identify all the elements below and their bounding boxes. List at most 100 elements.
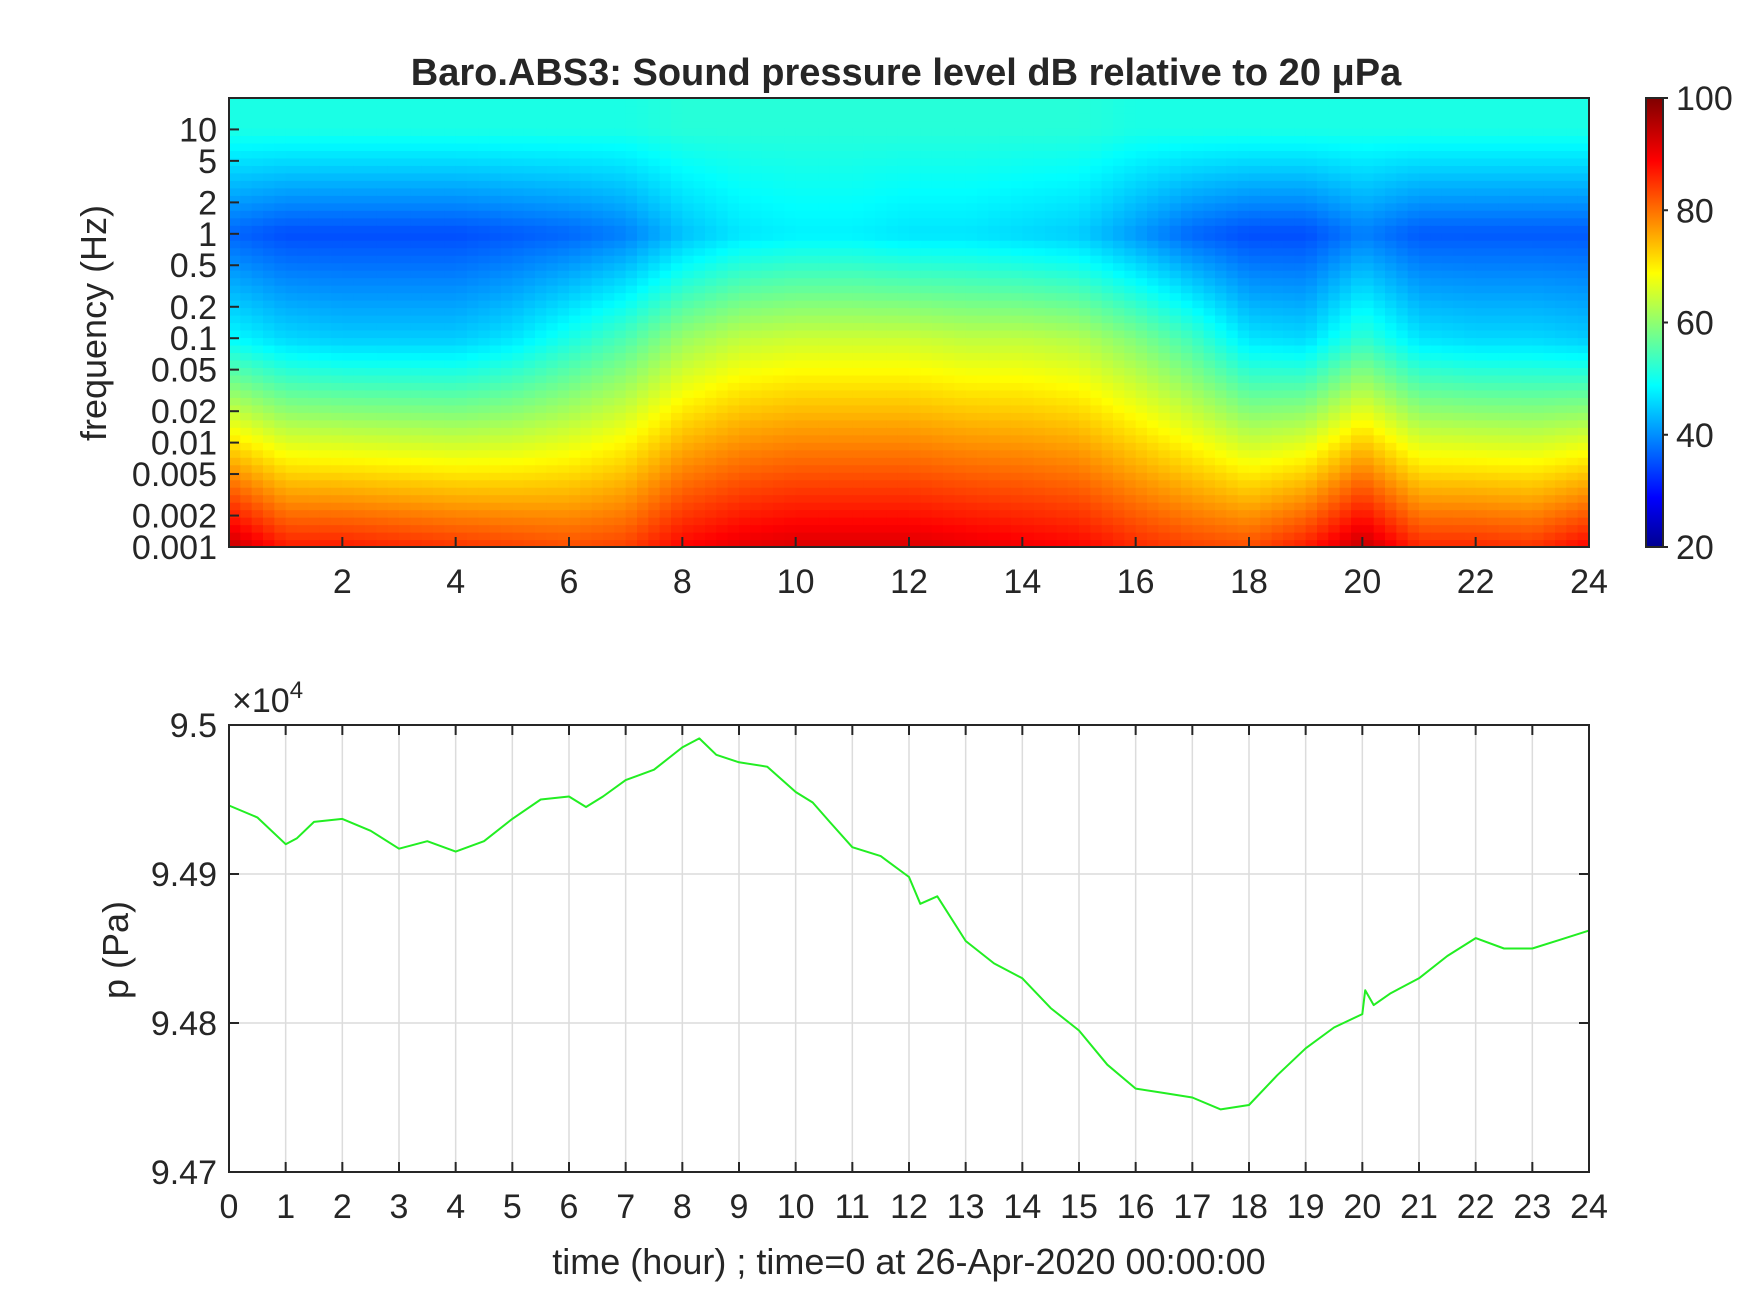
heatmap-cell: [1067, 277, 1080, 286]
heatmap-cell: [999, 315, 1012, 324]
heatmap-cell: [671, 449, 683, 458]
heatmap-cell: [342, 180, 355, 189]
heatmap-cell: [331, 210, 343, 219]
heatmap-cell: [829, 285, 842, 294]
heatmap-cell: [353, 337, 366, 346]
heatmap-cell: [886, 225, 899, 234]
heatmap-cell: [897, 434, 910, 443]
heatmap-cell: [920, 285, 933, 294]
heatmap-cell: [965, 120, 978, 129]
heatmap-cell: [421, 337, 434, 346]
heatmap-cell: [1147, 135, 1159, 144]
heatmap-cell: [931, 142, 944, 151]
heatmap-cell: [376, 397, 389, 406]
heatmap-cell: [988, 464, 1001, 473]
heatmap-cell: [1147, 307, 1159, 316]
heatmap-cell: [535, 494, 547, 503]
heatmap-cell: [523, 479, 536, 488]
heatmap-cell: [501, 404, 513, 413]
heatmap-cell: [1011, 374, 1023, 383]
heatmap-cell: [444, 285, 457, 294]
heatmap-cell: [240, 300, 253, 309]
heatmap-cell: [965, 359, 978, 368]
heatmap-cell: [1033, 434, 1046, 443]
heatmap-cell: [489, 240, 502, 249]
heatmap-cell: [1056, 344, 1069, 354]
heatmap-cell: [1045, 195, 1057, 204]
heatmap-cell: [1101, 457, 1114, 466]
heatmap-cell: [1147, 397, 1159, 406]
heatmap-cell: [523, 524, 536, 533]
heatmap-cell: [523, 232, 536, 241]
heatmap-cell: [784, 479, 797, 488]
heatmap-cell: [1067, 359, 1080, 368]
heatmap-cell: [433, 232, 445, 241]
heatmap-cell: [342, 509, 355, 518]
heatmap-cell: [580, 479, 593, 488]
heatmap-cell: [410, 172, 423, 181]
heatmap-cell: [954, 270, 967, 279]
heatmap-cell: [353, 225, 366, 234]
heatmap-cell: [875, 344, 887, 354]
heatmap-cell: [784, 277, 797, 286]
heatmap-cell: [512, 135, 525, 144]
heatmap-cell: [591, 210, 604, 219]
heatmap-cell: [1158, 494, 1171, 503]
heatmap-cell: [421, 502, 434, 511]
heatmap-cell: [297, 517, 309, 526]
heatmap-cell: [263, 315, 275, 324]
heatmap-cell: [1011, 135, 1023, 144]
heatmap-cell: [433, 427, 445, 436]
heatmap-cell: [671, 247, 683, 256]
heatmap-cell: [478, 517, 491, 526]
heatmap-cell: [659, 457, 672, 466]
heatmap-cell: [399, 502, 411, 511]
heatmap-cell: [841, 217, 853, 226]
heatmap-cell: [1011, 172, 1023, 181]
heatmap-cell: [875, 217, 887, 226]
heatmap-cell: [943, 210, 955, 219]
heatmap-cell: [251, 315, 264, 324]
heatmap-cell: [727, 225, 740, 234]
heatmap-cell: [399, 457, 411, 466]
heatmap-cell: [773, 539, 785, 548]
heatmap-cell: [387, 142, 400, 151]
heatmap-cell: [727, 217, 740, 226]
heatmap-cell: [1135, 292, 1148, 301]
heatmap-cell: [909, 270, 921, 279]
heatmap-cell: [342, 285, 355, 294]
heatmap-cell: [410, 277, 423, 286]
heatmap-cell: [659, 210, 672, 219]
heatmap-cell: [444, 180, 457, 189]
heatmap-cell: [852, 255, 865, 264]
heatmap-cell: [376, 187, 389, 196]
heatmap-cell: [433, 397, 445, 406]
heatmap-cell: [1090, 509, 1103, 518]
heatmap-cell: [1079, 382, 1091, 391]
heatmap-cell: [376, 427, 389, 436]
heatmap-cell: [693, 300, 706, 309]
heatmap-cell: [886, 292, 899, 301]
heatmap-cell: [1011, 165, 1023, 174]
heatmap-cell: [614, 442, 627, 451]
heatmap-cell: [977, 315, 989, 324]
heatmap-cell: [1033, 202, 1046, 211]
heatmap-cell: [1056, 359, 1069, 368]
heatmap-cell: [920, 524, 933, 533]
heatmap-cell: [365, 389, 377, 398]
heatmap-cell: [1135, 472, 1148, 481]
heatmap-cell: [682, 247, 695, 256]
heatmap-cell: [716, 277, 729, 286]
heatmap-cell: [421, 404, 434, 413]
heatmap-cell: [523, 344, 536, 354]
heatmap-cell: [784, 457, 797, 466]
heatmap-cell: [365, 217, 377, 226]
heatmap-cell: [342, 397, 355, 406]
heatmap-cell: [784, 442, 797, 451]
heatmap-cell: [387, 135, 400, 144]
heatmap-cell: [365, 472, 377, 481]
heatmap-cell: [1135, 225, 1148, 234]
heatmap-cell: [376, 419, 389, 428]
heatmap-cell: [784, 472, 797, 481]
heatmap-cell: [761, 270, 774, 279]
